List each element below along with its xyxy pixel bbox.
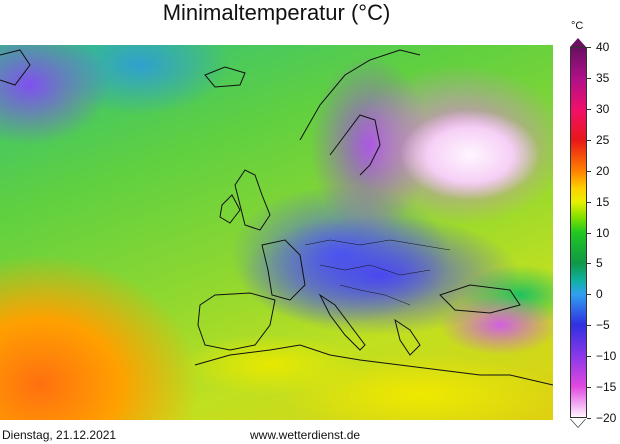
france-coast (261, 239, 306, 301)
italy-coast (318, 293, 366, 351)
website-label: www.wetterdienst.de (250, 428, 361, 442)
colorbar-tick-label: 10 (596, 225, 610, 240)
colorbar-tick-label: 30 (596, 101, 610, 116)
colorbar-tick-mark (587, 170, 591, 172)
colorbar-tick-label: 0 (596, 287, 603, 302)
black-sea-coast (439, 284, 521, 314)
colorbar-tick-label: 20 (596, 163, 610, 178)
coastlines (0, 49, 553, 386)
temperature-map (0, 45, 553, 420)
colorbar-unit: °C (571, 20, 584, 32)
colorbar-tick-mark (587, 108, 591, 110)
colorbar-tick-mark (587, 263, 591, 265)
colorbar-tick-mark (587, 47, 591, 48)
colorbar-tick-mark (587, 294, 591, 296)
colorbar-min-arrow (570, 418, 586, 427)
britain-coast (234, 169, 271, 231)
colorbar-tick-mark (587, 201, 591, 203)
iberia-coast (197, 292, 276, 351)
colorbar-tick-label: 40 (596, 40, 610, 54)
colorbar-tick-label: 25 (596, 132, 610, 147)
colorbar (570, 47, 587, 418)
iceland-coast (204, 66, 246, 88)
colorbar-tick-label: −15 (596, 380, 617, 395)
africa-coast (194, 344, 553, 386)
greenland-coast (0, 49, 31, 86)
ireland-coast (219, 194, 241, 224)
greece-coast (394, 318, 421, 356)
colorbar-tick-label: −20 (596, 411, 617, 425)
date-label: Dienstag, 21.12.2021 (2, 428, 117, 442)
colorbar-max-arrow (570, 38, 586, 47)
colorbar-tick-mark (587, 356, 591, 358)
colorbar-tick-label: 5 (596, 256, 603, 271)
colorbar-tick-mark (587, 139, 591, 141)
colorbar-tick-label: −10 (596, 349, 617, 364)
colorbar-tick-mark (587, 77, 591, 79)
colorbar-tick-label: 15 (596, 194, 610, 209)
map-title: Minimaltemperatur (°C) (162, 0, 391, 25)
colorbar-tick-label: −5 (596, 318, 610, 333)
colorbar-tick-label: 35 (596, 70, 610, 85)
colorbar-tick-mark (587, 387, 591, 389)
colorbar-tick-mark (587, 418, 591, 419)
colorbar-tick-mark (587, 232, 591, 234)
scandinavia-coast (299, 49, 421, 176)
borders (304, 239, 451, 306)
colorbar-tick-mark (587, 325, 591, 327)
